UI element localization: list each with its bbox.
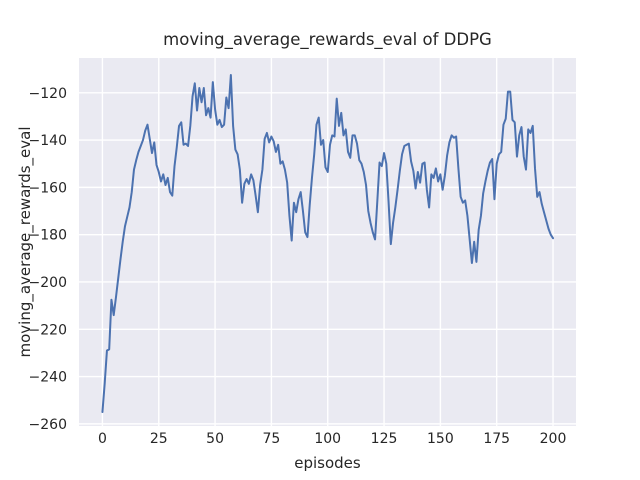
y-tick-label: −240 — [29, 370, 67, 386]
grid-lines — [79, 58, 576, 426]
x-tick-label: 175 — [483, 431, 510, 447]
y-tick-label: −160 — [29, 180, 67, 196]
x-axis-label: episodes — [294, 454, 361, 472]
axis-tick-labels: 0 25 50 75 100 125 150 175 200 −120 −140 −160 −180 −2… — [29, 86, 567, 447]
y-axis-label: moving_average_rewards_eval — [16, 127, 35, 358]
chart-title: moving_average_rewards_eval of DDPG — [163, 30, 492, 50]
x-tick-label: 125 — [371, 431, 398, 447]
y-tick-label: −120 — [29, 86, 67, 102]
y-tick-label: −180 — [29, 228, 67, 244]
y-tick-label: −140 — [29, 133, 67, 149]
x-tick-label: 200 — [540, 431, 567, 447]
y-tick-label: −260 — [29, 417, 67, 433]
y-tick-label: −220 — [29, 322, 67, 338]
x-tick-label: 75 — [262, 431, 280, 447]
y-tick-label: −200 — [29, 275, 67, 291]
reward-line-series — [101, 74, 555, 414]
x-tick-label: 150 — [427, 431, 454, 447]
x-tick-label: 25 — [150, 431, 168, 447]
series-group — [101, 74, 555, 414]
x-tick-label: 50 — [206, 431, 224, 447]
x-tick-label: 100 — [314, 431, 341, 447]
x-tick-label: 0 — [98, 431, 107, 447]
